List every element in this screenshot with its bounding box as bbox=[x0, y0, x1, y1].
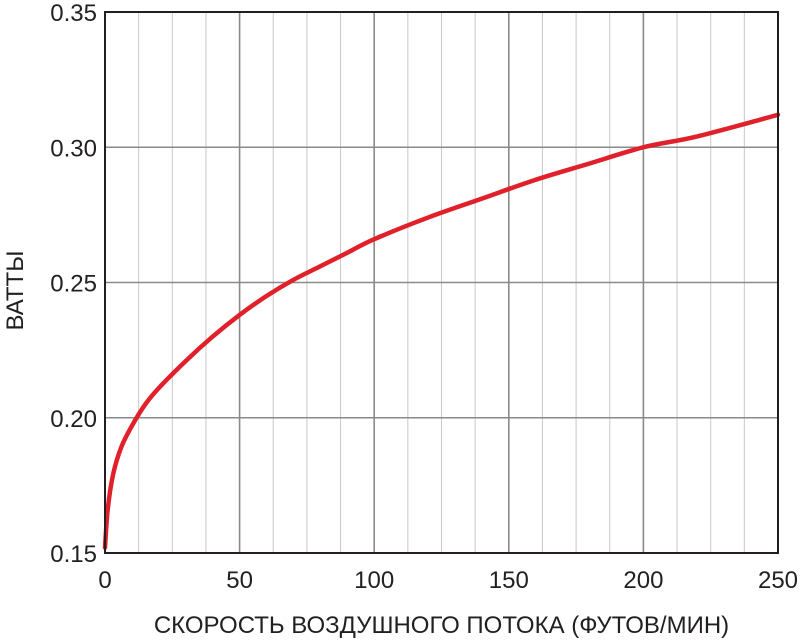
grid bbox=[105, 12, 778, 553]
x-tick-label: 200 bbox=[623, 567, 663, 594]
y-axis-label: ВАТТЫ bbox=[2, 251, 29, 331]
y-tick-label: 0.30 bbox=[50, 135, 97, 162]
plot-frame bbox=[104, 11, 779, 554]
y-tick-label: 0.25 bbox=[50, 271, 97, 298]
x-tick-label: 50 bbox=[226, 567, 253, 594]
y-tick-label: 0.20 bbox=[50, 406, 97, 433]
y-tick-label: 0.15 bbox=[50, 541, 97, 568]
x-tick-label: 100 bbox=[354, 567, 394, 594]
x-tick-label: 0 bbox=[98, 567, 111, 594]
series-layer bbox=[102, 112, 781, 550]
x-tick-label: 250 bbox=[758, 567, 798, 594]
series-line bbox=[102, 112, 781, 550]
x-tick-labels: 0 50 100 150 200 250 bbox=[98, 567, 798, 594]
y-tick-label: 0.35 bbox=[50, 0, 97, 27]
x-tick-label: 150 bbox=[489, 567, 529, 594]
y-tick-labels: 0.15 0.20 0.25 0.30 0.35 bbox=[50, 0, 97, 568]
x-axis-label: СКОРОСТЬ ВОЗДУШНОГО ПОТОКА (ФУТОВ/МИН) bbox=[154, 612, 729, 639]
